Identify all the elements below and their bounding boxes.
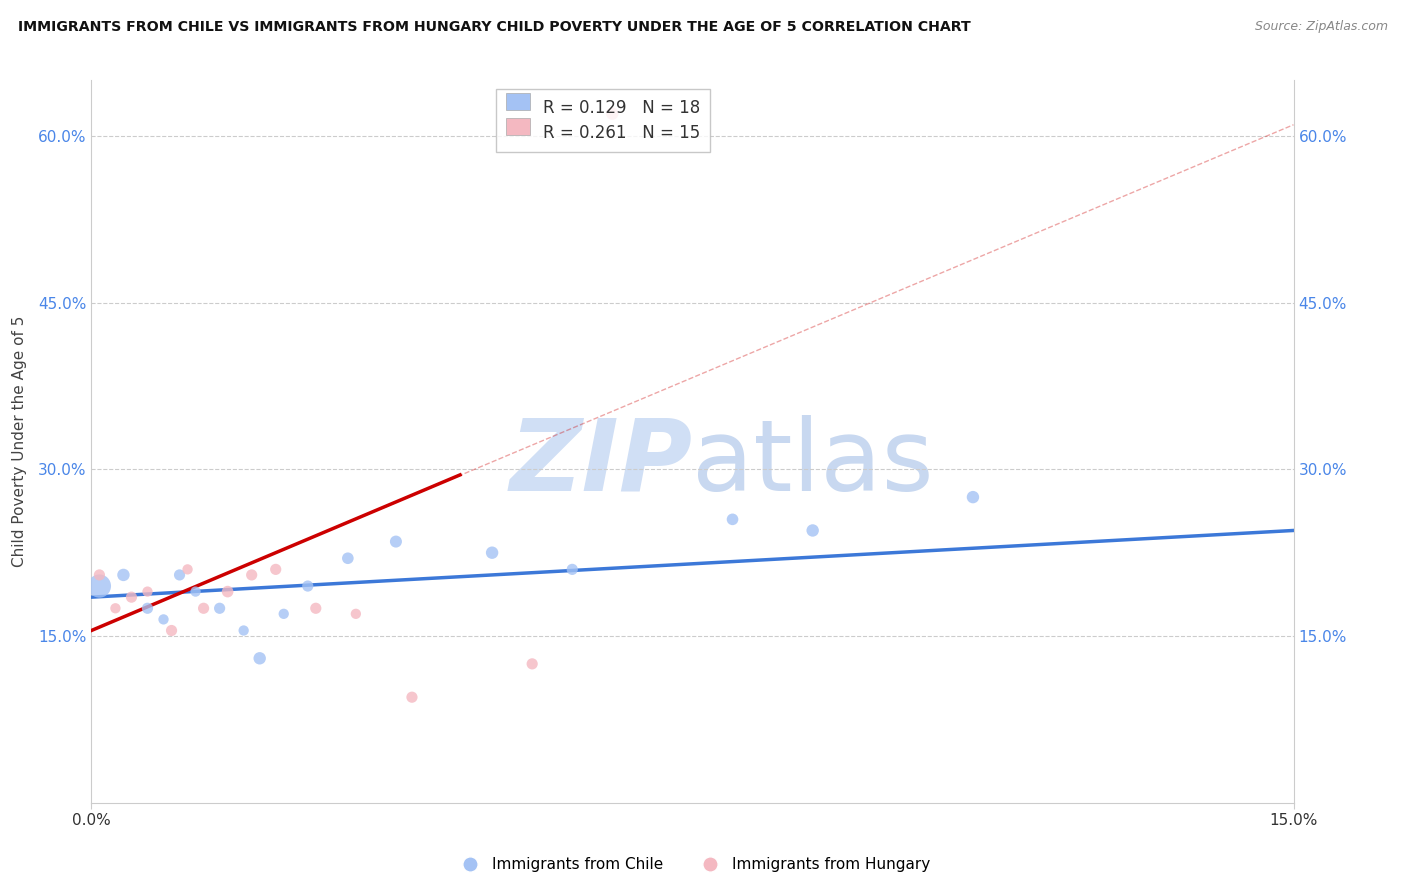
Point bbox=[89, 579, 111, 593]
Legend: Immigrants from Chile, Immigrants from Hungary: Immigrants from Chile, Immigrants from H… bbox=[449, 851, 936, 879]
Point bbox=[305, 601, 328, 615]
Point bbox=[344, 607, 367, 621]
Text: Source: ZipAtlas.com: Source: ZipAtlas.com bbox=[1254, 20, 1388, 33]
Point bbox=[160, 624, 183, 638]
Text: atlas: atlas bbox=[692, 415, 934, 512]
Point bbox=[136, 601, 159, 615]
Point bbox=[136, 584, 159, 599]
Point bbox=[193, 601, 215, 615]
Point bbox=[152, 612, 174, 626]
Point bbox=[169, 568, 191, 582]
Point bbox=[801, 524, 824, 538]
Point bbox=[721, 512, 744, 526]
Point bbox=[104, 601, 127, 615]
Point bbox=[962, 490, 984, 504]
Point bbox=[240, 568, 263, 582]
Point bbox=[176, 562, 198, 576]
Point bbox=[401, 690, 423, 705]
Point bbox=[217, 584, 239, 599]
Point bbox=[522, 657, 544, 671]
Text: ZIP: ZIP bbox=[509, 415, 692, 512]
Point bbox=[602, 106, 624, 120]
Point bbox=[249, 651, 271, 665]
Point bbox=[385, 534, 408, 549]
Point bbox=[184, 584, 207, 599]
Point bbox=[297, 579, 319, 593]
Point bbox=[336, 551, 359, 566]
Text: IMMIGRANTS FROM CHILE VS IMMIGRANTS FROM HUNGARY CHILD POVERTY UNDER THE AGE OF : IMMIGRANTS FROM CHILE VS IMMIGRANTS FROM… bbox=[18, 20, 972, 34]
Point bbox=[208, 601, 231, 615]
Point bbox=[264, 562, 287, 576]
Y-axis label: Child Poverty Under the Age of 5: Child Poverty Under the Age of 5 bbox=[11, 316, 27, 567]
Point bbox=[481, 546, 503, 560]
Point bbox=[112, 568, 135, 582]
Point bbox=[89, 568, 111, 582]
Point bbox=[273, 607, 295, 621]
Point bbox=[561, 562, 583, 576]
Point bbox=[121, 590, 143, 604]
Point bbox=[232, 624, 254, 638]
